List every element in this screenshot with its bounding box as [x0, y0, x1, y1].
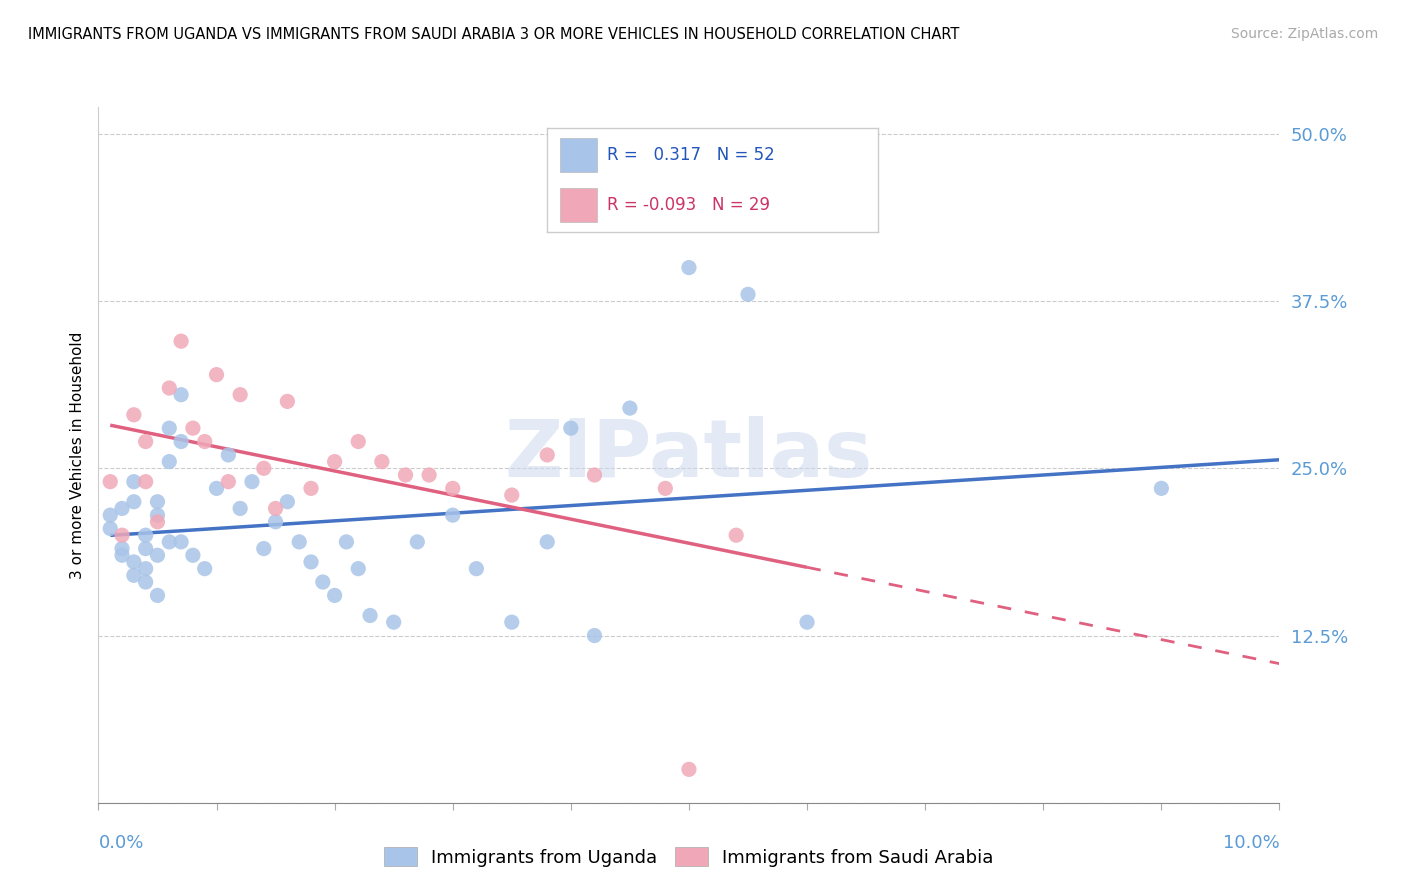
Point [146, 508, 169, 523]
Point [1150, 482, 1173, 496]
Point [299, 482, 322, 496]
Point [157, 455, 180, 469]
Point [536, 535, 558, 549]
Point [371, 455, 394, 469]
Point [276, 394, 298, 409]
Point [312, 575, 335, 590]
Point [122, 475, 145, 489]
Point [240, 475, 263, 489]
Point [253, 541, 276, 556]
Point [501, 615, 523, 630]
Point [229, 388, 252, 402]
Point [678, 260, 700, 275]
Point [465, 562, 488, 576]
Point [146, 589, 169, 603]
Point [583, 628, 606, 642]
Point [98, 475, 121, 489]
Point [111, 541, 134, 556]
Point [619, 401, 641, 416]
Point [501, 488, 523, 502]
Point [170, 334, 193, 349]
Point [276, 494, 298, 508]
Point [678, 762, 700, 776]
Point [335, 535, 357, 549]
Point [135, 562, 157, 576]
Text: ZIPatlas: ZIPatlas [505, 416, 873, 494]
Point [194, 434, 217, 449]
Point [654, 482, 676, 496]
Point [111, 528, 134, 542]
Point [135, 541, 157, 556]
Point [560, 421, 582, 435]
Text: IMMIGRANTS FROM UGANDA VS IMMIGRANTS FROM SAUDI ARABIA 3 OR MORE VEHICLES IN HOU: IMMIGRANTS FROM UGANDA VS IMMIGRANTS FRO… [28, 27, 959, 42]
Point [229, 501, 252, 516]
Point [135, 475, 157, 489]
Point [323, 455, 346, 469]
Point [122, 568, 145, 582]
Point [98, 521, 121, 535]
Point [264, 501, 287, 516]
Point [796, 615, 818, 630]
Point [135, 575, 157, 590]
Text: Source: ZipAtlas.com: Source: ZipAtlas.com [1230, 27, 1378, 41]
Point [157, 421, 180, 435]
Point [382, 615, 405, 630]
Point [288, 535, 311, 549]
Point [122, 494, 145, 508]
Point [583, 468, 606, 483]
Point [170, 388, 193, 402]
Point [394, 468, 416, 483]
Point [347, 434, 370, 449]
Y-axis label: 3 or more Vehicles in Household: 3 or more Vehicles in Household [69, 331, 84, 579]
Text: 0.0%: 0.0% [98, 834, 143, 852]
Point [253, 461, 276, 475]
Point [135, 434, 157, 449]
Point [737, 287, 759, 301]
Point [536, 448, 558, 462]
Point [170, 535, 193, 549]
Point [359, 608, 381, 623]
Point [323, 589, 346, 603]
Point [111, 548, 134, 563]
Point [441, 508, 464, 523]
Point [194, 562, 217, 576]
Point [135, 528, 157, 542]
Point [157, 381, 180, 395]
Text: 10.0%: 10.0% [1223, 834, 1279, 852]
Point [217, 475, 239, 489]
Point [205, 482, 228, 496]
Point [264, 515, 287, 529]
Point [205, 368, 228, 382]
Point [157, 535, 180, 549]
Point [146, 548, 169, 563]
Point [122, 555, 145, 569]
Point [146, 515, 169, 529]
Point [406, 535, 429, 549]
Point [170, 434, 193, 449]
Point [122, 408, 145, 422]
Point [441, 482, 464, 496]
Point [418, 468, 440, 483]
Point [98, 508, 121, 523]
Point [725, 528, 748, 542]
Point [146, 494, 169, 508]
Point [111, 501, 134, 516]
Point [181, 421, 204, 435]
Legend: Immigrants from Uganda, Immigrants from Saudi Arabia: Immigrants from Uganda, Immigrants from … [377, 840, 1001, 874]
Point [181, 548, 204, 563]
Point [217, 448, 239, 462]
Point [299, 555, 322, 569]
Point [347, 562, 370, 576]
